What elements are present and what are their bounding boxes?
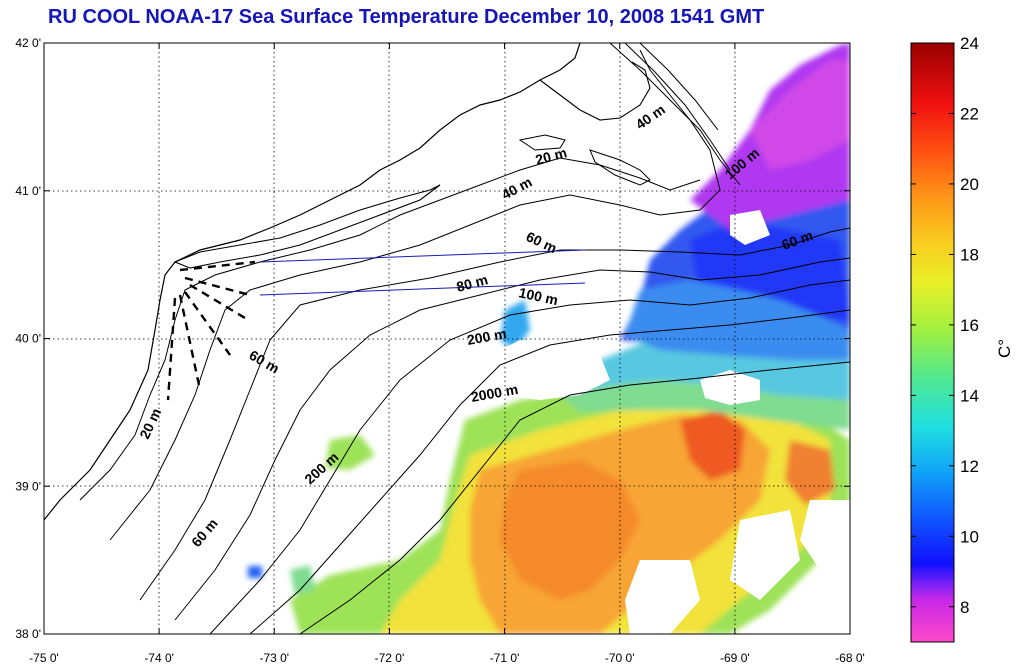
lon-tick-label: -68 0' — [835, 651, 865, 665]
hudson-line-2 — [259, 282, 586, 296]
lat-tick-label: 42 0' — [15, 36, 41, 50]
sst-patch-green-1 — [325, 435, 375, 470]
colorbar-scale — [910, 42, 955, 643]
contour-gulf-3 — [639, 43, 719, 131]
long-island — [173, 184, 441, 269]
contour-2000m — [299, 361, 850, 634]
cloud-mask — [480, 210, 850, 634]
contour-80m — [174, 257, 850, 621]
lon-tick-label: -69 0' — [720, 651, 750, 665]
lon-tick-label: -74 0' — [144, 651, 174, 665]
lat-tick-label: 41 0' — [15, 184, 41, 198]
sst-region-light-blue — [625, 280, 850, 360]
lon-tick-label: -70 0' — [605, 651, 635, 665]
lat-tick-label: 40 0' — [15, 332, 41, 346]
colorbar-tick-label: 12 — [960, 457, 979, 476]
longitude-axis: -75 0' -74 0' -73 0' -72 0' -71 0' -70 0' -69 … — [29, 43, 865, 665]
lon-tick-label: -71 0' — [490, 651, 520, 665]
map-grid — [44, 43, 850, 634]
sst-layer — [248, 43, 850, 634]
bathymetry-contours — [44, 43, 850, 634]
contour-gulf-2 — [624, 43, 731, 171]
contour-gulf-1 — [609, 43, 741, 186]
lon-tick-label: -72 0' — [375, 651, 405, 665]
sst-region-green-band — [560, 380, 850, 430]
contour-label: 80 m — [455, 271, 490, 295]
sst-patch-green-2 — [290, 565, 315, 595]
nantucket — [589, 149, 651, 186]
sst-region-pink — [750, 60, 850, 170]
marthas-vineyard — [518, 134, 566, 151]
sst-region-red — [680, 410, 745, 480]
colorbar-tick-label: 18 — [960, 245, 979, 264]
lon-tick-label: -75 0' — [29, 651, 59, 665]
colorbar-tick-label: 22 — [960, 104, 979, 123]
colorbar-unit-label: C° — [995, 339, 1014, 358]
lon-tick-label: -73 0' — [259, 651, 289, 665]
colorbar-tick-label: 16 — [960, 316, 979, 335]
latitude-axis: 42 0' 41 0' 40 0' 39 0' 38 0' — [15, 36, 850, 641]
colorbar: 8 10 12 14 16 18 20 22 24 C° — [910, 34, 1014, 643]
lat-tick-label: 38 0' — [15, 627, 41, 641]
contour-label: 20 m — [534, 144, 569, 168]
map-title: RU COOL NOAA-17 Sea Surface Temperature … — [48, 6, 765, 28]
colorbar-tick-label: 20 — [960, 175, 979, 194]
coastline — [44, 43, 581, 521]
sst-patch-blue-1 — [248, 566, 262, 578]
contour-200m — [249, 309, 850, 634]
sst-region-deep-orange — [500, 460, 640, 600]
contour-20m — [79, 157, 701, 501]
colorbar-tick-label: 24 — [960, 34, 979, 53]
colorbar-tick-label: 14 — [960, 386, 979, 405]
contour-label: 200 m — [466, 325, 508, 348]
contour-60m — [139, 227, 850, 601]
colorbar-tick-label: 10 — [960, 527, 979, 546]
lat-tick-label: 39 0' — [15, 479, 41, 493]
contour-40m — [109, 49, 721, 541]
colorbar-tick-label: 8 — [960, 598, 969, 617]
contour-100m — [209, 279, 850, 634]
radial-transects — [166, 260, 256, 401]
sst-region-red-east — [785, 440, 835, 505]
hudson-line-1 — [259, 249, 586, 263]
